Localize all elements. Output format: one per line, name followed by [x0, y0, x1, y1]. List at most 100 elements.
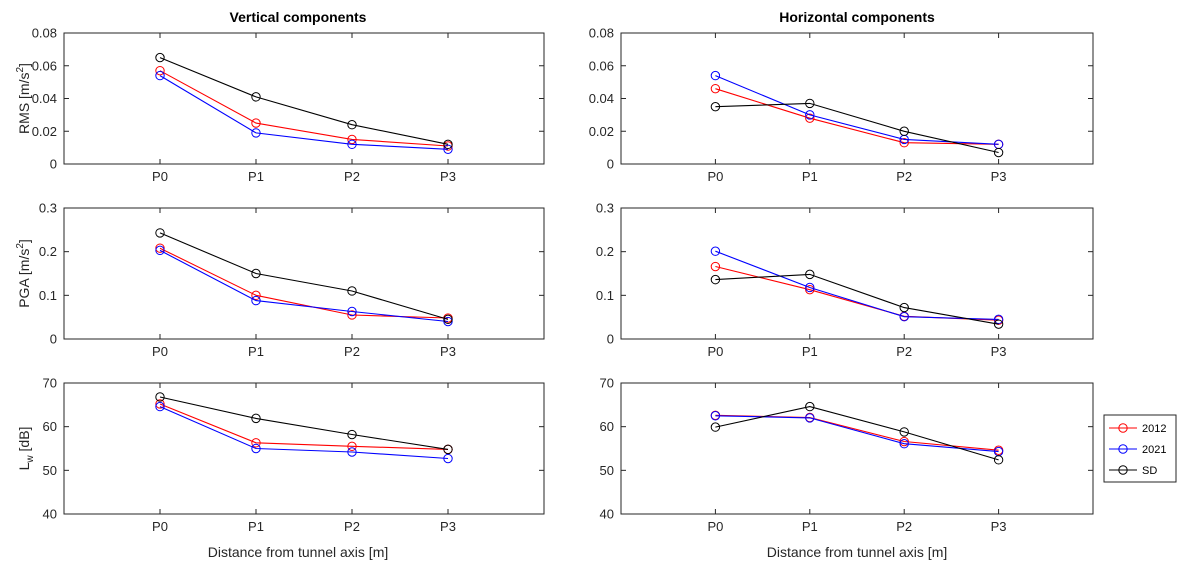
y-tick-label: 0.3 [39, 201, 57, 216]
x-tick-label: P1 [802, 344, 818, 359]
data-point [710, 422, 721, 432]
y-tick-label: 0.08 [589, 26, 614, 41]
data-point [251, 268, 261, 279]
data-point [443, 316, 453, 327]
y-tick-label: 0.2 [596, 244, 614, 259]
data-point [155, 401, 165, 412]
legend-label: 2012 [1142, 423, 1166, 435]
y-tick-label: 60 [43, 419, 57, 434]
data-point [155, 245, 165, 256]
y-tick-label: 0.06 [32, 58, 57, 73]
x-tick-label: P0 [152, 519, 168, 534]
x-tick-label: P2 [344, 519, 360, 534]
data-point [347, 120, 357, 130]
data-point [251, 443, 261, 454]
axes-box [620, 32, 1094, 165]
data-point [805, 282, 815, 293]
data-point [251, 290, 261, 301]
x-tick-label: P3 [991, 344, 1007, 359]
series-SD [155, 52, 453, 150]
x-tick-label: P3 [991, 519, 1007, 534]
axes-box [620, 207, 1094, 340]
series-SD [710, 401, 1004, 465]
data-point [347, 447, 357, 457]
series-line [159, 232, 449, 320]
y-tick-label: 0.02 [32, 124, 57, 139]
data-point [899, 436, 909, 447]
title-horizontal: Horizontal components [779, 9, 935, 25]
data-point [805, 401, 815, 412]
subplot-lw-horizontal: 40 50 60 70 P0 P1 P2 P3 [600, 376, 1094, 534]
data-point [899, 427, 909, 437]
data-point [899, 312, 909, 322]
y-tick-label: 0.04 [32, 91, 57, 106]
data-point [155, 228, 165, 238]
subplot-rms-horizontal: 0 0.02 0.04 0.06 0.08 P0 P1 P2 P3 [589, 26, 1094, 184]
x-tick-label: P2 [896, 169, 912, 184]
series-line [715, 88, 999, 145]
series-line [159, 70, 449, 147]
xlabel-vertical: Distance from tunnel axis [m] [208, 544, 389, 560]
x-tick-label: P1 [802, 169, 818, 184]
data-point [155, 243, 165, 253]
data-point [805, 269, 815, 280]
data-point [251, 438, 261, 448]
legend-entry-2021: 2021 [1109, 444, 1166, 456]
data-point [347, 429, 357, 440]
legend-entry-SD: SD [1109, 465, 1157, 477]
axes-box [63, 382, 545, 515]
data-point [347, 310, 357, 320]
series-line [159, 403, 449, 450]
data-point [993, 147, 1004, 158]
data-point [805, 413, 815, 423]
data-point [805, 284, 815, 295]
y-tick-label: 0 [607, 332, 614, 347]
legend-label: SD [1142, 465, 1157, 477]
data-point [155, 70, 165, 81]
data-point [155, 65, 165, 76]
data-point [899, 302, 909, 313]
y-tick-label: 50 [43, 463, 57, 478]
data-point [347, 306, 357, 317]
y-tick-label: 70 [43, 376, 57, 391]
x-tick-label: P0 [707, 344, 723, 359]
data-point [710, 83, 721, 94]
legend-label: 2021 [1142, 444, 1166, 456]
series-2021 [155, 245, 453, 327]
series-SD [710, 269, 1004, 329]
data-point [251, 92, 261, 102]
data-point [899, 438, 909, 449]
data-point [710, 261, 721, 272]
x-tick-label: P0 [152, 169, 168, 184]
data-point [347, 139, 357, 150]
series-line [159, 57, 449, 145]
y-tick-label: 60 [600, 419, 614, 434]
series-2021 [155, 401, 453, 464]
data-point [710, 70, 721, 81]
y-tick-label: 0.2 [39, 244, 57, 259]
x-tick-label: P3 [440, 344, 456, 359]
data-point [805, 113, 815, 123]
y-tick-label: 0 [50, 332, 57, 347]
data-point [443, 139, 453, 150]
series-2021 [710, 246, 1004, 325]
legend-marker [1118, 465, 1128, 475]
x-tick-label: P3 [991, 169, 1007, 184]
data-point [993, 455, 1004, 465]
y-tick-label: 0.06 [589, 58, 614, 73]
x-tick-label: P1 [248, 344, 264, 359]
series-line [715, 250, 999, 320]
y-tick-label: 0 [607, 157, 614, 172]
y-tick-label: 0.3 [596, 201, 614, 216]
data-point [993, 314, 1004, 325]
axes-box [63, 207, 545, 340]
data-point [347, 441, 357, 452]
data-point [347, 134, 357, 145]
y-tick-label: 0 [50, 157, 57, 172]
x-tick-label: P0 [152, 344, 168, 359]
series-line [159, 406, 449, 460]
x-tick-label: P0 [707, 169, 723, 184]
x-tick-label: P2 [896, 344, 912, 359]
data-point [443, 453, 453, 464]
data-point [251, 295, 261, 306]
